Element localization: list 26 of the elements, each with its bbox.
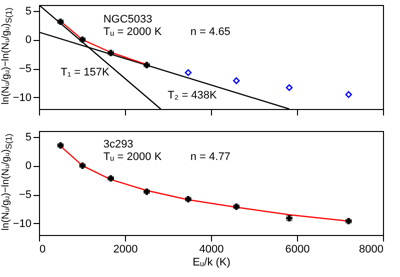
y-tick-label: −5 bbox=[18, 189, 32, 202]
y-tick-label: 0 bbox=[25, 34, 32, 46]
annotation: T₂ = 438K bbox=[168, 89, 218, 102]
x-tick-label: 6000 bbox=[285, 244, 310, 256]
x-axis-title: Eᵤ/k (K) bbox=[192, 256, 230, 268]
point bbox=[286, 84, 293, 92]
point bbox=[345, 91, 352, 98]
point bbox=[184, 69, 192, 76]
y-tick-label: −10 bbox=[12, 218, 32, 230]
y-tick-label: 5 bbox=[25, 5, 32, 18]
x-tick-label: 0 bbox=[40, 244, 46, 256]
annotation: n = 4.65 bbox=[190, 26, 230, 38]
y-tick-label: −5 bbox=[18, 63, 32, 76]
x-tick-label: 8000 bbox=[359, 244, 384, 256]
x-tick-label: 2000 bbox=[113, 244, 138, 256]
annotation: n = 4.77 bbox=[190, 151, 230, 163]
annotation: 3c293 bbox=[103, 138, 134, 151]
annotation: Tᵤ = 2000 K bbox=[103, 26, 162, 38]
y-tick-label: 0 bbox=[25, 160, 32, 172]
annotation: T₁ = 157K bbox=[60, 66, 110, 79]
annotation: Tᵤ = 2000 K bbox=[103, 151, 162, 163]
annotation: NGC5033 bbox=[103, 14, 152, 26]
y-tick-label: −10 bbox=[12, 92, 32, 104]
y-tick-label: 5 bbox=[25, 131, 32, 144]
x-tick-label: 4000 bbox=[199, 244, 224, 256]
point bbox=[232, 77, 240, 84]
